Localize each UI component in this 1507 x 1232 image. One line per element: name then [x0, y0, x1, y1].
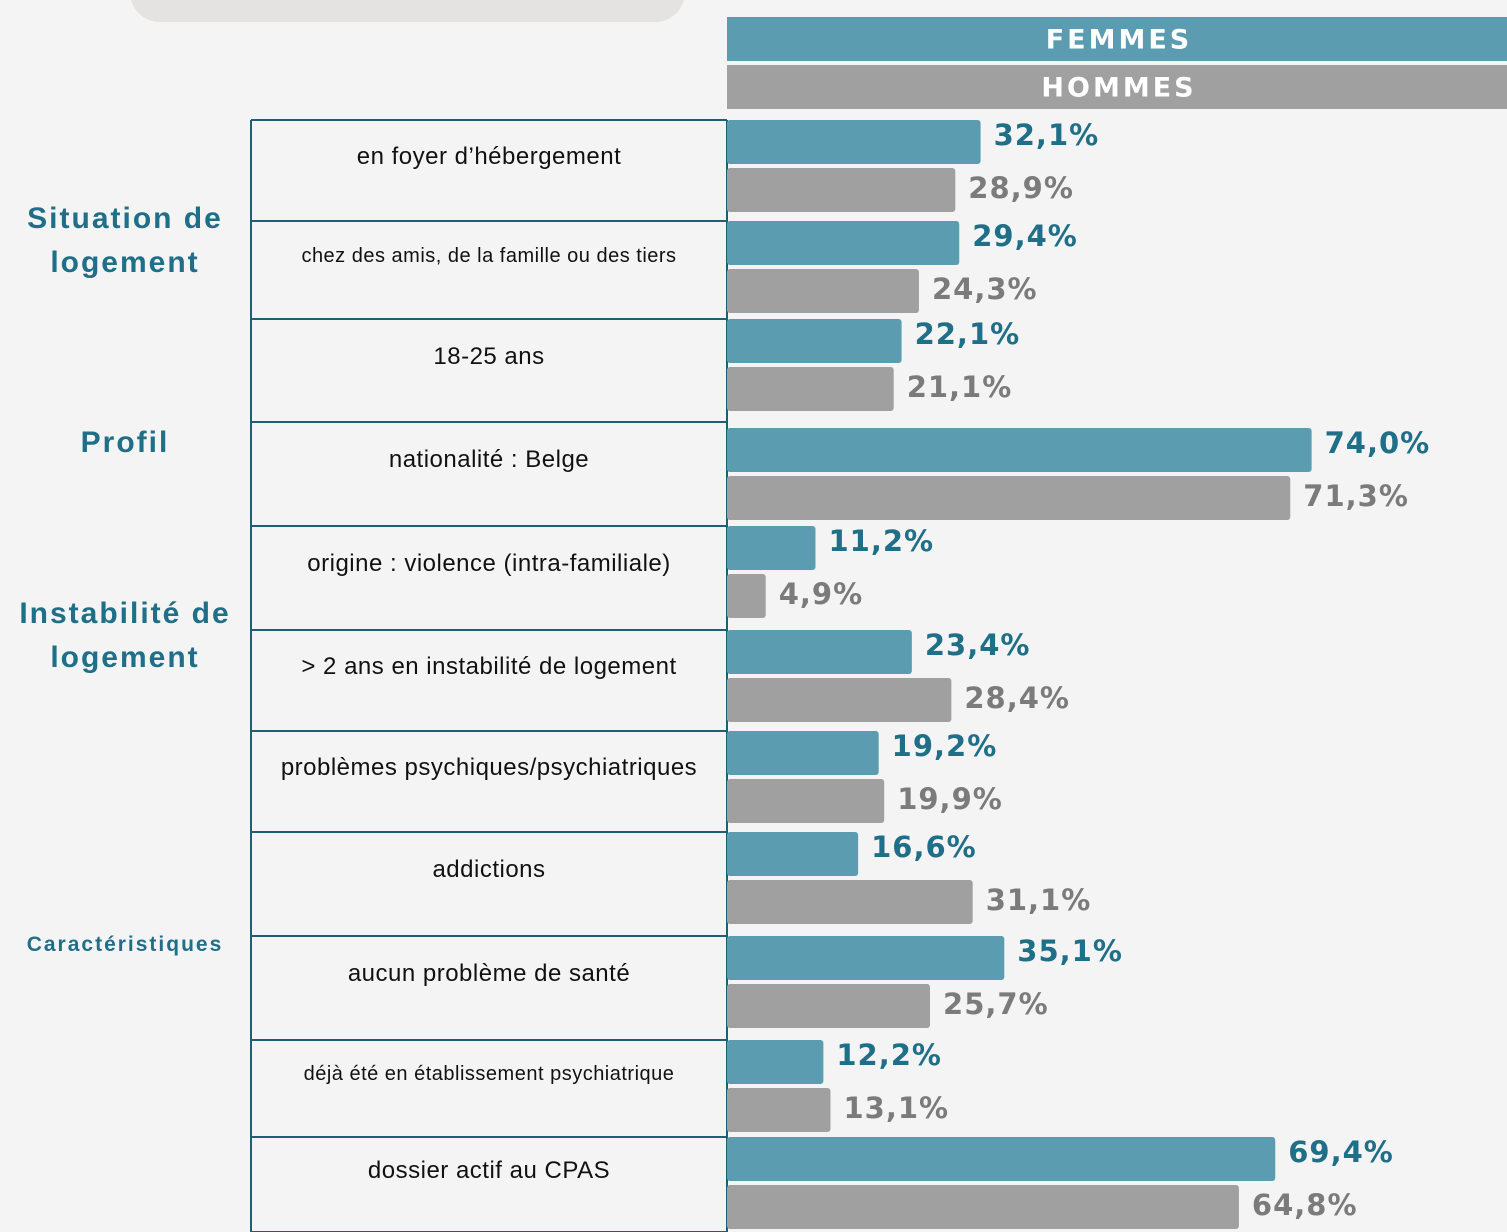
category-label: origine : violence (intra-familiale) [307, 550, 671, 577]
category-label: dossier actif au CPAS [367, 1156, 611, 1184]
bar [727, 630, 912, 674]
bar [727, 168, 956, 212]
value-label: 22,1% [915, 317, 1021, 351]
bar [727, 832, 859, 876]
value-label: 4,9% [779, 577, 863, 611]
value-label: 21,1% [907, 370, 1013, 404]
value-label: 24,3% [932, 272, 1038, 306]
value-label: 19,9% [897, 782, 1003, 816]
bar [727, 221, 960, 265]
bar [727, 574, 766, 618]
value-label: 28,9% [968, 171, 1074, 205]
value-label: 28,4% [964, 681, 1070, 715]
value-label: 69,4% [1288, 1135, 1394, 1169]
bar [727, 526, 816, 570]
bar [727, 779, 885, 823]
legend-label: FEMMES [1046, 25, 1193, 56]
value-label: 11,2% [828, 524, 934, 558]
bar [727, 1088, 831, 1132]
value-label: 35,1% [1017, 934, 1123, 968]
bar [727, 428, 1312, 472]
value-label: 16,6% [871, 830, 977, 864]
value-label: 31,1% [986, 883, 1092, 917]
group-label: Instabilité de logement [19, 597, 231, 674]
category-label: addictions [432, 856, 546, 883]
category-label: en foyer d’hébergement [356, 142, 622, 170]
value-label: 19,2% [892, 729, 998, 763]
bar [727, 319, 902, 363]
value-label: 12,2% [836, 1038, 942, 1072]
bar [727, 984, 931, 1028]
value-label: 74,0% [1325, 426, 1431, 460]
legend-label: HOMMES [1041, 73, 1196, 104]
value-label: 29,4% [972, 219, 1078, 253]
value-label: 71,3% [1303, 479, 1409, 513]
value-label: 32,1% [994, 118, 1100, 152]
value-label: 13,1% [843, 1091, 949, 1125]
bar [727, 731, 879, 775]
legend-swatch [727, 65, 1507, 109]
category-label: nationalité : Belge [388, 446, 590, 473]
group-label: Situation de logement [27, 202, 223, 279]
category-label: problèmes psychiques/psychiatriques [280, 753, 698, 781]
category-label: aucun problème de santé [347, 960, 631, 987]
group-label: Caractéristiques [26, 933, 224, 956]
category-label: chez des amis, de la famille ou des tier… [301, 244, 677, 267]
bar [727, 269, 919, 313]
bar [727, 1040, 824, 1084]
category-label: > 2 ans en instabilité de logement [301, 652, 677, 680]
value-label: 25,7% [943, 987, 1049, 1021]
legend-swatch [727, 17, 1507, 61]
value-label: 64,8% [1252, 1188, 1358, 1222]
category-label: 18-25 ans [433, 342, 545, 370]
bar [727, 880, 973, 924]
bar [727, 367, 894, 411]
bar [727, 476, 1291, 520]
bar [727, 1137, 1276, 1181]
bar [727, 120, 981, 164]
category-label: déjà été en établissement psychiatrique [303, 1063, 675, 1085]
group-label: Profil [80, 426, 170, 459]
value-label: 23,4% [925, 628, 1031, 662]
bar [727, 678, 952, 722]
decor-tab [131, 0, 684, 22]
bar [727, 936, 1005, 980]
bar [727, 1185, 1239, 1229]
